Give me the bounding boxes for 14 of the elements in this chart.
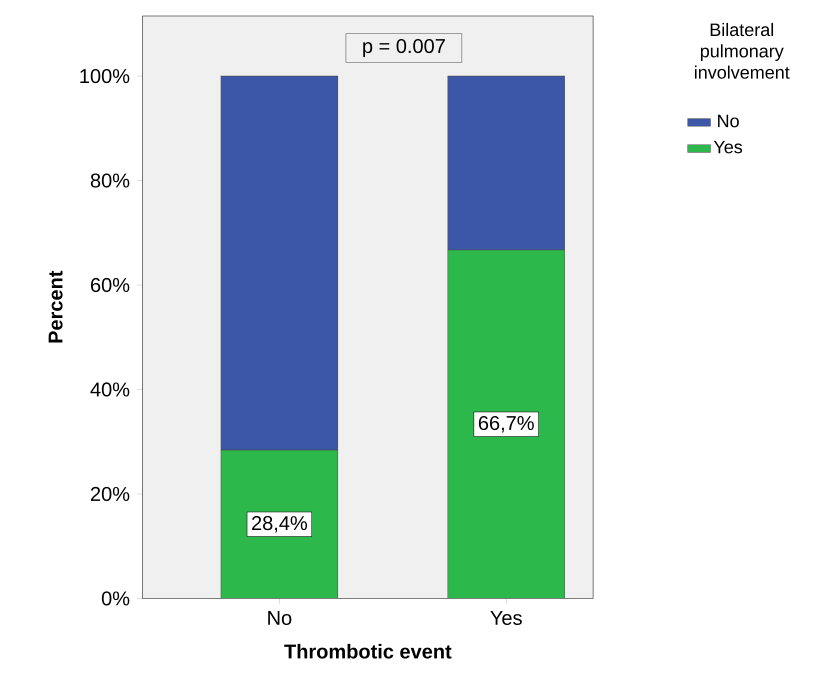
y-tick-label: 80% xyxy=(90,173,130,188)
data-label: 28,4% xyxy=(252,516,308,532)
y-tick-label: 20% xyxy=(90,486,130,501)
legend-label: Yes xyxy=(714,140,742,154)
y-tick-label: 100% xyxy=(80,68,130,84)
data-label: 66,7% xyxy=(478,416,534,432)
legend-title: Bilateral pulmonary involvement xyxy=(694,22,790,79)
x-axis-title: Thrombotic event xyxy=(284,644,452,659)
annotation: p = 0.007 xyxy=(363,38,445,58)
y-tick-label: 60% xyxy=(91,278,130,292)
legend-label: No xyxy=(718,114,739,128)
y-axis-title: Percent xyxy=(48,270,63,343)
y-tick-label: 0% xyxy=(102,591,130,606)
y-tick-label: 40% xyxy=(90,382,130,397)
